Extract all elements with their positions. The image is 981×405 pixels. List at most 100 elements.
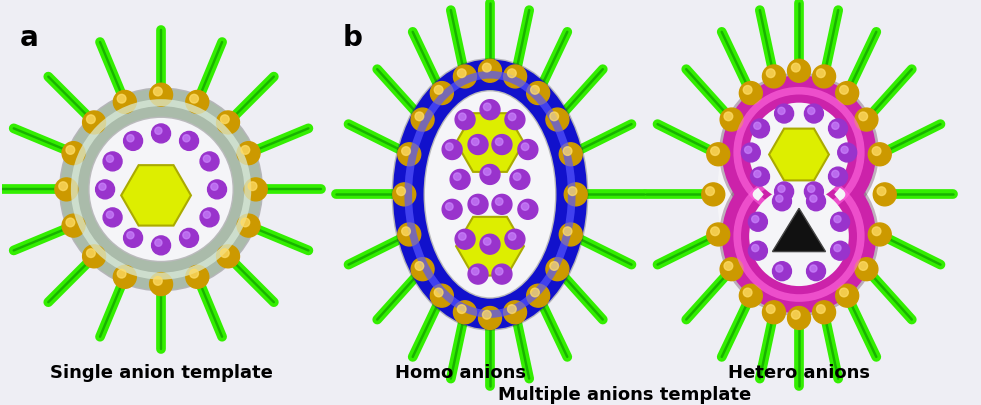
Circle shape <box>564 183 588 206</box>
Circle shape <box>401 147 410 156</box>
Circle shape <box>455 230 475 249</box>
Circle shape <box>411 109 434 132</box>
Circle shape <box>505 230 525 249</box>
Circle shape <box>95 181 115 199</box>
Circle shape <box>152 236 171 255</box>
Circle shape <box>211 184 218 191</box>
Circle shape <box>706 143 730 166</box>
Circle shape <box>396 188 405 196</box>
Circle shape <box>445 144 453 151</box>
Circle shape <box>832 123 839 130</box>
Circle shape <box>749 242 767 260</box>
Circle shape <box>832 171 839 178</box>
Circle shape <box>55 179 77 201</box>
Circle shape <box>872 147 881 156</box>
Circle shape <box>745 147 751 154</box>
Circle shape <box>217 245 239 268</box>
Circle shape <box>450 170 470 190</box>
Circle shape <box>804 183 823 201</box>
Circle shape <box>507 70 516 79</box>
Circle shape <box>82 112 106 134</box>
Circle shape <box>495 139 503 146</box>
Circle shape <box>155 239 162 247</box>
Circle shape <box>868 224 891 246</box>
Circle shape <box>189 270 198 278</box>
Circle shape <box>149 84 173 107</box>
Circle shape <box>492 135 512 155</box>
Circle shape <box>806 262 825 281</box>
Circle shape <box>753 171 761 178</box>
Circle shape <box>442 200 462 220</box>
Circle shape <box>458 233 466 241</box>
Circle shape <box>744 288 752 297</box>
Circle shape <box>221 249 230 258</box>
Circle shape <box>831 242 850 260</box>
Circle shape <box>435 86 443 95</box>
Circle shape <box>841 147 849 154</box>
Circle shape <box>792 311 800 319</box>
Circle shape <box>114 91 136 114</box>
Circle shape <box>479 60 501 83</box>
Circle shape <box>484 104 491 111</box>
Circle shape <box>442 140 462 160</box>
Circle shape <box>710 227 719 236</box>
Circle shape <box>788 60 810 83</box>
Circle shape <box>720 258 743 281</box>
Circle shape <box>840 86 849 95</box>
Circle shape <box>740 285 762 307</box>
Circle shape <box>217 112 239 134</box>
Circle shape <box>788 307 810 330</box>
Circle shape <box>468 195 488 215</box>
Circle shape <box>753 123 761 130</box>
Circle shape <box>401 227 410 236</box>
Circle shape <box>749 213 767 232</box>
Circle shape <box>873 183 897 206</box>
Circle shape <box>710 147 719 156</box>
Text: Single anion template: Single anion template <box>50 363 273 381</box>
Circle shape <box>431 82 453 105</box>
Circle shape <box>492 264 512 284</box>
Circle shape <box>503 66 527 89</box>
Circle shape <box>480 234 500 255</box>
Circle shape <box>453 173 461 181</box>
Circle shape <box>185 91 209 114</box>
Circle shape <box>180 132 198 151</box>
Circle shape <box>208 181 227 199</box>
Circle shape <box>453 66 477 89</box>
Circle shape <box>720 109 743 132</box>
Circle shape <box>200 153 219 171</box>
Circle shape <box>484 168 491 176</box>
Circle shape <box>792 64 800 73</box>
Circle shape <box>103 209 122 227</box>
Circle shape <box>59 182 68 191</box>
Circle shape <box>248 182 257 191</box>
Circle shape <box>838 144 856 162</box>
Circle shape <box>513 173 521 181</box>
Circle shape <box>816 70 825 79</box>
Text: a: a <box>20 24 38 52</box>
Circle shape <box>527 285 549 307</box>
Circle shape <box>812 301 836 324</box>
Circle shape <box>118 95 126 104</box>
Circle shape <box>468 264 488 284</box>
Circle shape <box>118 270 126 278</box>
Circle shape <box>508 233 516 241</box>
Circle shape <box>549 262 558 271</box>
Circle shape <box>495 268 503 275</box>
Circle shape <box>836 285 858 307</box>
Ellipse shape <box>408 76 572 314</box>
Circle shape <box>809 196 817 203</box>
Circle shape <box>457 70 466 79</box>
Circle shape <box>200 209 219 227</box>
Circle shape <box>152 125 171 143</box>
Circle shape <box>778 186 785 193</box>
Circle shape <box>241 219 250 227</box>
Circle shape <box>103 153 122 171</box>
Circle shape <box>751 245 759 252</box>
Circle shape <box>153 277 162 286</box>
Circle shape <box>858 113 867 121</box>
Circle shape <box>518 140 538 160</box>
Circle shape <box>563 147 572 156</box>
Circle shape <box>508 114 516 121</box>
Circle shape <box>237 215 260 237</box>
